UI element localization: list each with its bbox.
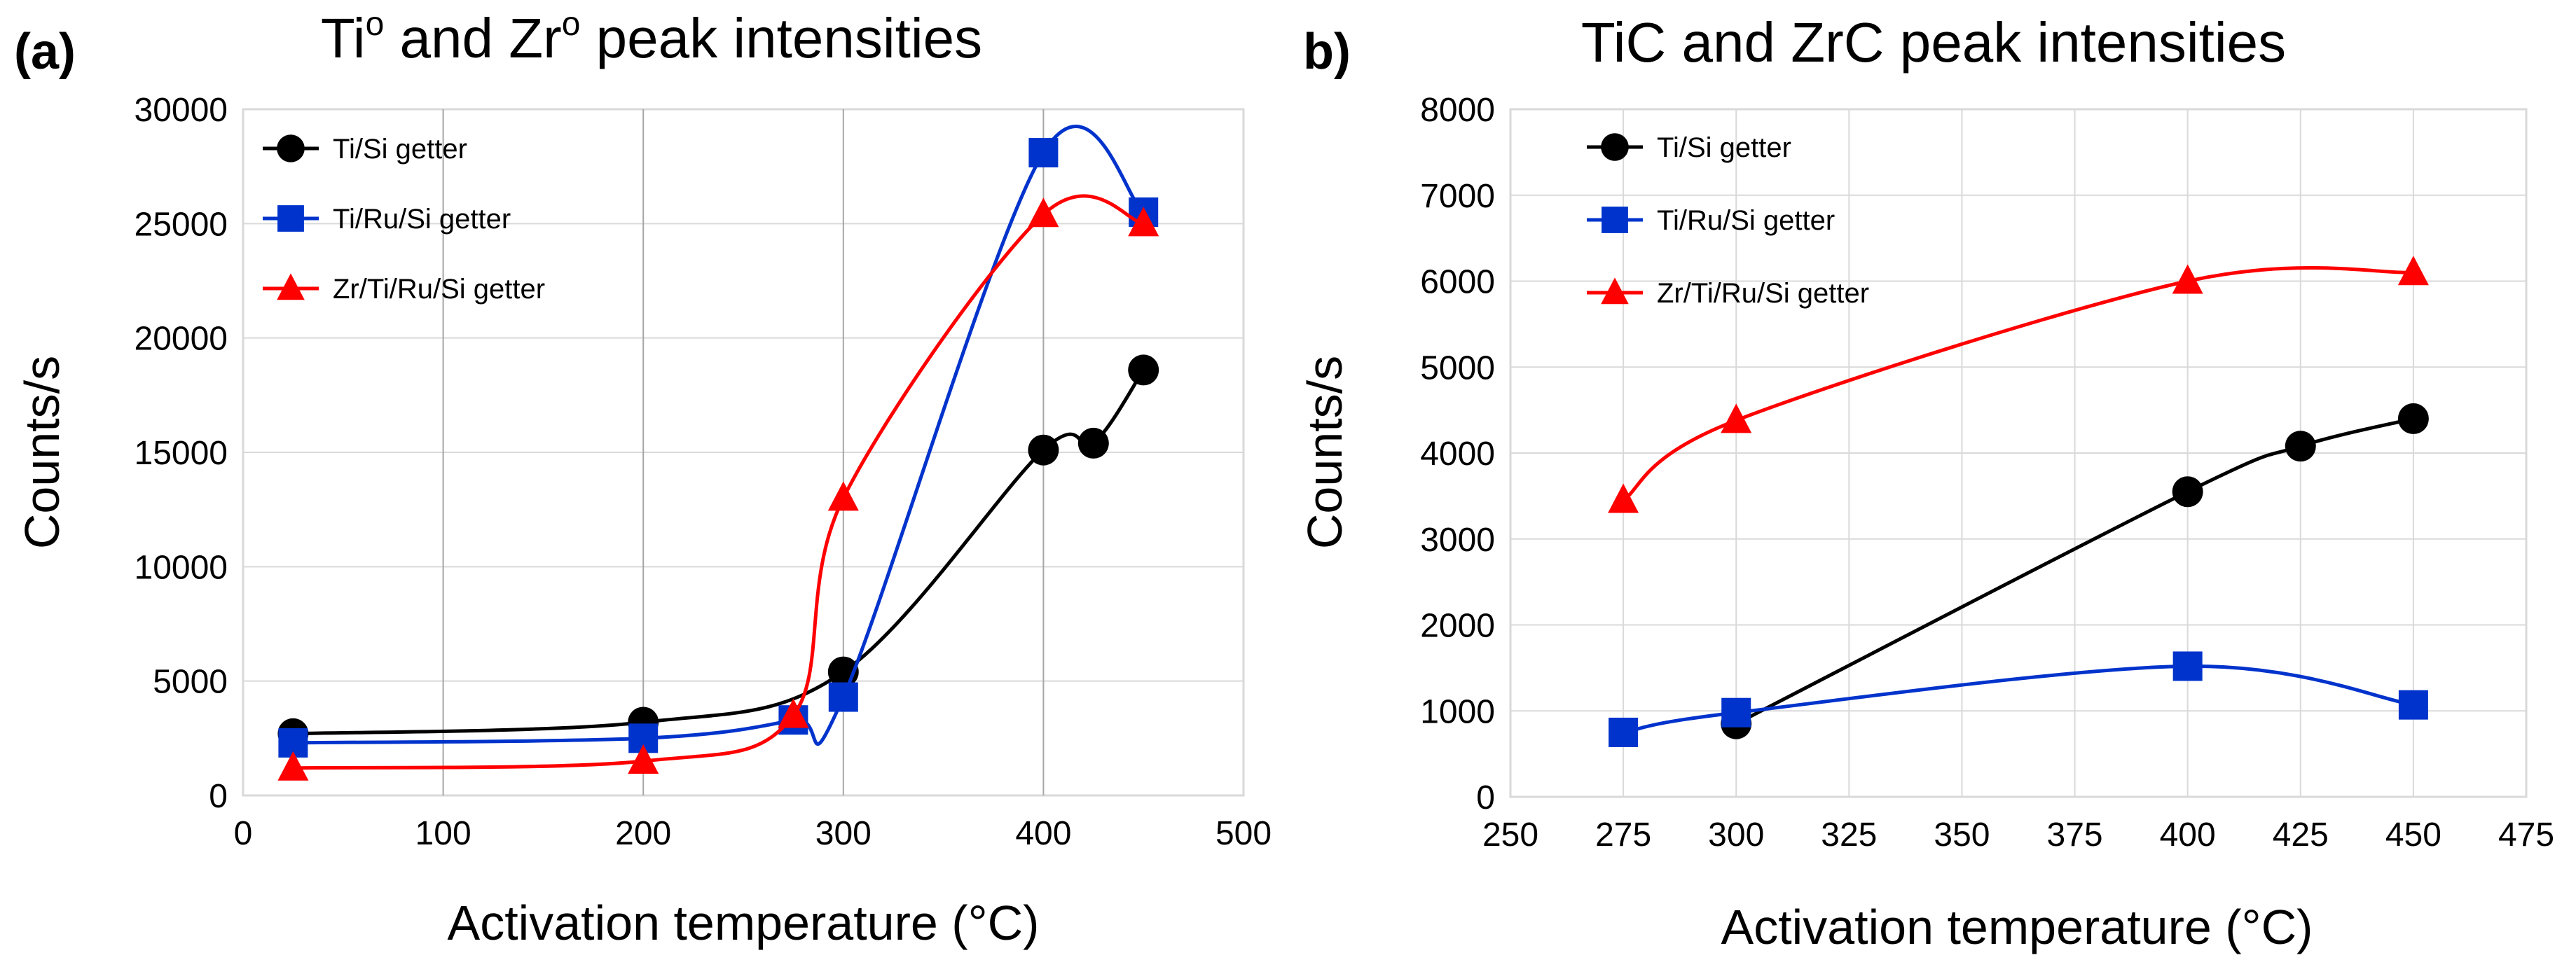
- series-circle: [277, 354, 1159, 749]
- data-point-square: [1721, 697, 1751, 728]
- legend-marker-square: [277, 205, 304, 232]
- x-tick-label: 275: [1595, 816, 1651, 854]
- panel-a-ylabel: Counts/s: [15, 356, 69, 549]
- x-tick-label: 300: [1708, 816, 1764, 854]
- x-tick-label: 300: [815, 815, 872, 852]
- y-tick-label: 2000: [1420, 608, 1495, 645]
- x-tick-label: 400: [2160, 816, 2216, 854]
- panel-b: b) TiC and ZrC peak intensities 0 1000 200…: [1297, 11, 2554, 954]
- panel-a-legend: Ti/Si getter Ti/Ru/Si getter Zr/Ti/Ru/Si g…: [263, 134, 545, 305]
- y-tick-label: 6000: [1420, 264, 1495, 301]
- legend-label: Ti/Si getter: [1657, 132, 1791, 163]
- data-point-triangle: [1028, 197, 1059, 228]
- panel-a: (a) Tio and Zro peak intensities 0500010…: [14, 6, 1272, 950]
- y-tick-label: 3000: [1420, 522, 1495, 559]
- legend-item: Ti/Si getter: [1587, 132, 1791, 163]
- panel-b-tick-labels: 0 1000 2000 3000 4000 5000 6000 7000 8000 250 275 3…: [1420, 92, 2554, 854]
- y-tick-label: 7000: [1420, 178, 1495, 215]
- data-point-square: [1609, 717, 1639, 747]
- legend-label: Ti/Ru/Si getter: [1657, 205, 1835, 236]
- panel-b-letter: b): [1303, 24, 1351, 80]
- panel-a-tick-labels: 0 5000 10000 15000 20000 25000 30000 0 100 200 300…: [135, 92, 1272, 852]
- y-tick-label: 5000: [1420, 349, 1495, 387]
- legend-label: Ti/Si getter: [333, 134, 467, 165]
- panel-b-series: [1608, 256, 2429, 747]
- legend-item: Ti/Ru/Si getter: [1587, 205, 1835, 236]
- panel-a-letter: (a): [14, 24, 76, 80]
- data-point-circle: [1077, 427, 1109, 459]
- legend-label: Zr/Ti/Ru/Si getter: [333, 274, 545, 305]
- series-triangle: [1608, 256, 2429, 513]
- x-tick-label: 250: [1482, 816, 1538, 854]
- legend-marker-circle: [1601, 133, 1629, 161]
- legend-marker-square: [1602, 207, 1628, 233]
- series-line: [1622, 266, 2413, 502]
- data-point-circle: [1128, 354, 1159, 386]
- legend-item: Zr/Ti/Ru/Si getter: [1587, 277, 1869, 309]
- panel-b-legend: Ti/Si getter Ti/Ru/Si getter Zr/Ti/Ru/Si g…: [1587, 132, 1869, 309]
- x-tick-label: 200: [615, 815, 671, 852]
- panel-b-grid: [1510, 109, 2526, 798]
- data-point-square: [2398, 690, 2428, 720]
- series-line: [1735, 417, 2414, 725]
- legend-marker-triangle: [1601, 277, 1629, 305]
- legend-item: Zr/Ti/Ru/Si getter: [263, 273, 545, 305]
- y-tick-label: 5000: [153, 664, 228, 701]
- legend-label: Zr/Ti/Ru/Si getter: [1657, 278, 1869, 309]
- panel-a-xlabel: Activation temperature (°C): [448, 896, 1040, 950]
- x-tick-label: 475: [2498, 816, 2554, 854]
- data-point-square: [1028, 138, 1059, 168]
- y-tick-label: 15000: [135, 435, 228, 472]
- data-point-triangle: [2172, 264, 2203, 294]
- y-tick-label: 0: [209, 778, 228, 815]
- x-tick-label: 100: [415, 815, 471, 852]
- legend-marker-circle: [277, 134, 305, 162]
- data-point-triangle: [2397, 256, 2429, 286]
- y-tick-label: 0: [1476, 779, 1495, 816]
- data-point-triangle: [1128, 207, 1159, 237]
- data-point-circle: [2172, 476, 2203, 508]
- legend-item: Ti/Ru/Si getter: [263, 204, 511, 235]
- x-tick-label: 375: [2047, 816, 2103, 854]
- y-tick-label: 30000: [135, 92, 228, 129]
- y-tick-label: 8000: [1420, 92, 1495, 129]
- data-point-square: [2172, 651, 2203, 681]
- data-point-triangle: [1608, 483, 1639, 513]
- data-point-triangle: [1721, 403, 1752, 433]
- y-tick-label: 1000: [1420, 693, 1495, 730]
- series-square: [1609, 651, 2428, 747]
- legend-marker-triangle: [277, 273, 305, 300]
- series-line: [1623, 664, 2414, 735]
- data-point-circle: [2397, 403, 2429, 434]
- panel-b-title: TiC and ZrC peak intensities: [1581, 11, 2286, 74]
- panel-a-series: [277, 125, 1159, 781]
- data-point-triangle: [827, 481, 859, 511]
- panel-b-ylabel: Counts/s: [1297, 356, 1352, 549]
- x-tick-label: 450: [2385, 816, 2441, 854]
- x-tick-label: 350: [1934, 816, 1990, 854]
- series-line: [293, 368, 1145, 736]
- data-point-triangle: [628, 744, 659, 774]
- legend-item: Ti/Si getter: [263, 134, 467, 165]
- panel-a-title: Tio and Zro peak intensities: [321, 6, 982, 69]
- panel-b-xlabel: Activation temperature (°C): [1721, 900, 2313, 954]
- y-tick-label: 4000: [1420, 436, 1495, 473]
- x-tick-label: 400: [1015, 815, 1071, 852]
- x-tick-label: 325: [1821, 816, 1877, 854]
- data-point-triangle: [277, 751, 309, 781]
- y-tick-label: 20000: [135, 321, 228, 358]
- y-tick-label: 10000: [135, 549, 228, 586]
- x-tick-label: 500: [1215, 815, 1272, 852]
- x-tick-label: 425: [2273, 816, 2329, 854]
- x-tick-label: 0: [234, 815, 253, 852]
- series-triangle: [277, 194, 1159, 781]
- data-point-circle: [2285, 431, 2316, 462]
- data-point-square: [828, 682, 858, 712]
- legend-label: Ti/Ru/Si getter: [333, 204, 511, 235]
- y-tick-label: 25000: [135, 206, 228, 243]
- data-point-triangle: [778, 698, 809, 728]
- data-point-circle: [1028, 434, 1059, 466]
